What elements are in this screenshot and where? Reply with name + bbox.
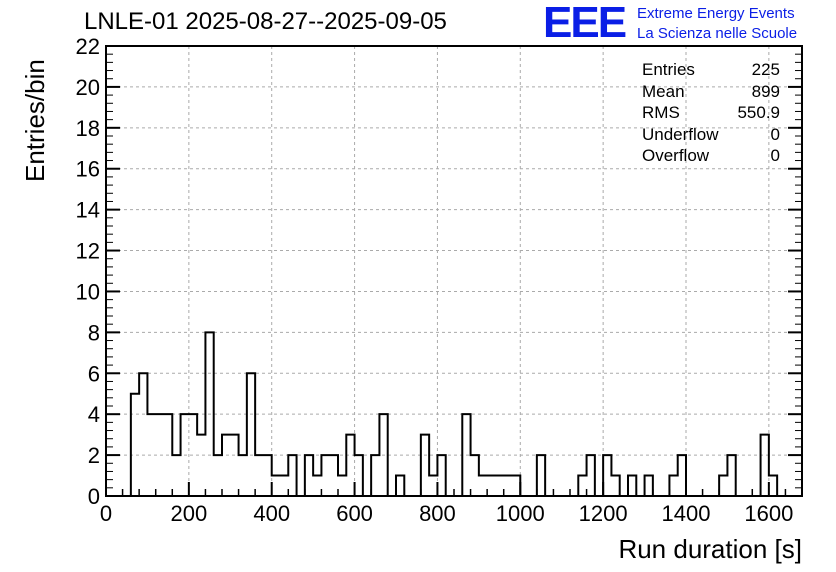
- y-tick-label: 8: [88, 320, 100, 345]
- histogram-bin: [669, 476, 677, 496]
- logo-text-line2: La Scienza nelle Scuole: [637, 25, 798, 42]
- histogram-bin: [247, 373, 255, 496]
- histogram-outline: [106, 331, 802, 497]
- histogram-bin: [719, 476, 727, 496]
- histogram-bin: [222, 435, 230, 496]
- histogram-bin: [346, 435, 354, 496]
- histogram-bars: [106, 331, 802, 497]
- stat-label: RMS: [642, 103, 680, 123]
- stat-label: Underflow: [642, 124, 719, 144]
- eee-logo: EEE: [543, 0, 627, 47]
- histogram-bin: [471, 455, 479, 496]
- y-tick-label: 2: [88, 443, 100, 468]
- histogram-bin: [313, 476, 321, 496]
- histogram-bin: [487, 476, 495, 496]
- histogram-bin: [197, 435, 205, 496]
- histogram-bin: [727, 455, 735, 496]
- x-tick-label: 1000: [496, 501, 545, 526]
- stat-row-underflow: Underflow 0: [642, 125, 780, 147]
- x-tick-label: 0: [100, 501, 112, 526]
- histogram-bin: [280, 476, 288, 496]
- histogram-bin: [239, 455, 247, 496]
- histogram-bin: [330, 455, 338, 496]
- logo-text-line1: Extreme Energy Events: [637, 5, 795, 22]
- histogram-bin: [603, 455, 611, 496]
- histogram-bin: [338, 476, 346, 496]
- stat-row-entries: Entries 225: [642, 60, 780, 82]
- grid-lines: [106, 46, 802, 496]
- stat-value: 550.9: [737, 103, 780, 123]
- y-tick-label: 6: [88, 361, 100, 386]
- histogram-bin: [628, 476, 636, 496]
- histogram-bin: [512, 476, 520, 496]
- stat-value: 0: [770, 146, 780, 166]
- y-tick-label: 22: [76, 34, 100, 59]
- histogram-bin: [396, 476, 404, 496]
- y-tick-label: 20: [76, 75, 100, 100]
- x-tick-label: 1400: [662, 501, 711, 526]
- stat-value: 0: [770, 124, 780, 144]
- y-tick-label: 12: [76, 239, 100, 264]
- x-tick-label: 600: [336, 501, 373, 526]
- chart-title: LNLE-01 2025-08-27--2025-09-05: [84, 8, 447, 35]
- histogram-bin: [214, 455, 222, 496]
- histogram-bin: [479, 476, 487, 496]
- y-tick-label: 16: [76, 157, 100, 182]
- stat-value: 899: [751, 81, 780, 101]
- y-tick-label: 10: [76, 279, 100, 304]
- stat-row-mean: Mean 899: [642, 82, 780, 104]
- histogram-bin: [495, 476, 503, 496]
- y-tick-label: 4: [88, 402, 100, 427]
- y-tick-label: 14: [76, 198, 100, 223]
- histogram-bin: [678, 455, 686, 496]
- y-tick-label: 0: [88, 484, 100, 509]
- histogram-bin: [255, 455, 263, 496]
- histogram-bin: [504, 476, 512, 496]
- histogram-bin: [272, 476, 280, 496]
- histogram-bin: [139, 373, 147, 496]
- histogram-bin: [578, 476, 586, 496]
- histogram-bin: [305, 455, 313, 496]
- histogram-bin: [230, 435, 238, 496]
- x-tick-label: 1200: [579, 501, 628, 526]
- histogram-bin: [321, 455, 329, 496]
- y-tick-label: 18: [76, 116, 100, 141]
- stat-label: Mean: [642, 81, 685, 101]
- histogram-bin: [769, 476, 777, 496]
- histogram-bin: [437, 455, 445, 496]
- stat-value: 225: [751, 60, 780, 79]
- plot-frame: [105, 45, 803, 497]
- histogram-bin: [421, 435, 429, 496]
- x-axis-label: Run duration [s]: [618, 534, 802, 564]
- histogram-bin: [429, 476, 437, 496]
- histogram-bin: [288, 455, 296, 496]
- stat-row-rms: RMS 550.9: [642, 103, 780, 125]
- histogram-bin: [355, 455, 363, 496]
- histogram-bin: [263, 455, 271, 496]
- x-tick-label: 1600: [744, 501, 793, 526]
- histogram-bin: [611, 476, 619, 496]
- histogram-bin: [537, 455, 545, 496]
- histogram-bin: [645, 476, 653, 496]
- histogram-bin: [371, 455, 379, 496]
- stats-box: Entries 225 Mean 899 RMS 550.9 Underflow…: [642, 60, 780, 168]
- x-tick-label: 800: [419, 501, 456, 526]
- x-tick-label: 200: [170, 501, 207, 526]
- histogram-bin: [587, 455, 595, 496]
- histogram-bin: [131, 394, 139, 496]
- stat-label: Entries: [642, 60, 695, 79]
- stat-row-overflow: Overflow 0: [642, 146, 780, 168]
- tick-labels: 0 200 400 600 800 1000 1200 1400 160002468101214…: [76, 34, 794, 526]
- histogram-bin: [761, 435, 769, 496]
- histogram-bin: [172, 455, 180, 496]
- stat-label: Overflow: [642, 146, 710, 166]
- x-tick-label: 400: [253, 501, 290, 526]
